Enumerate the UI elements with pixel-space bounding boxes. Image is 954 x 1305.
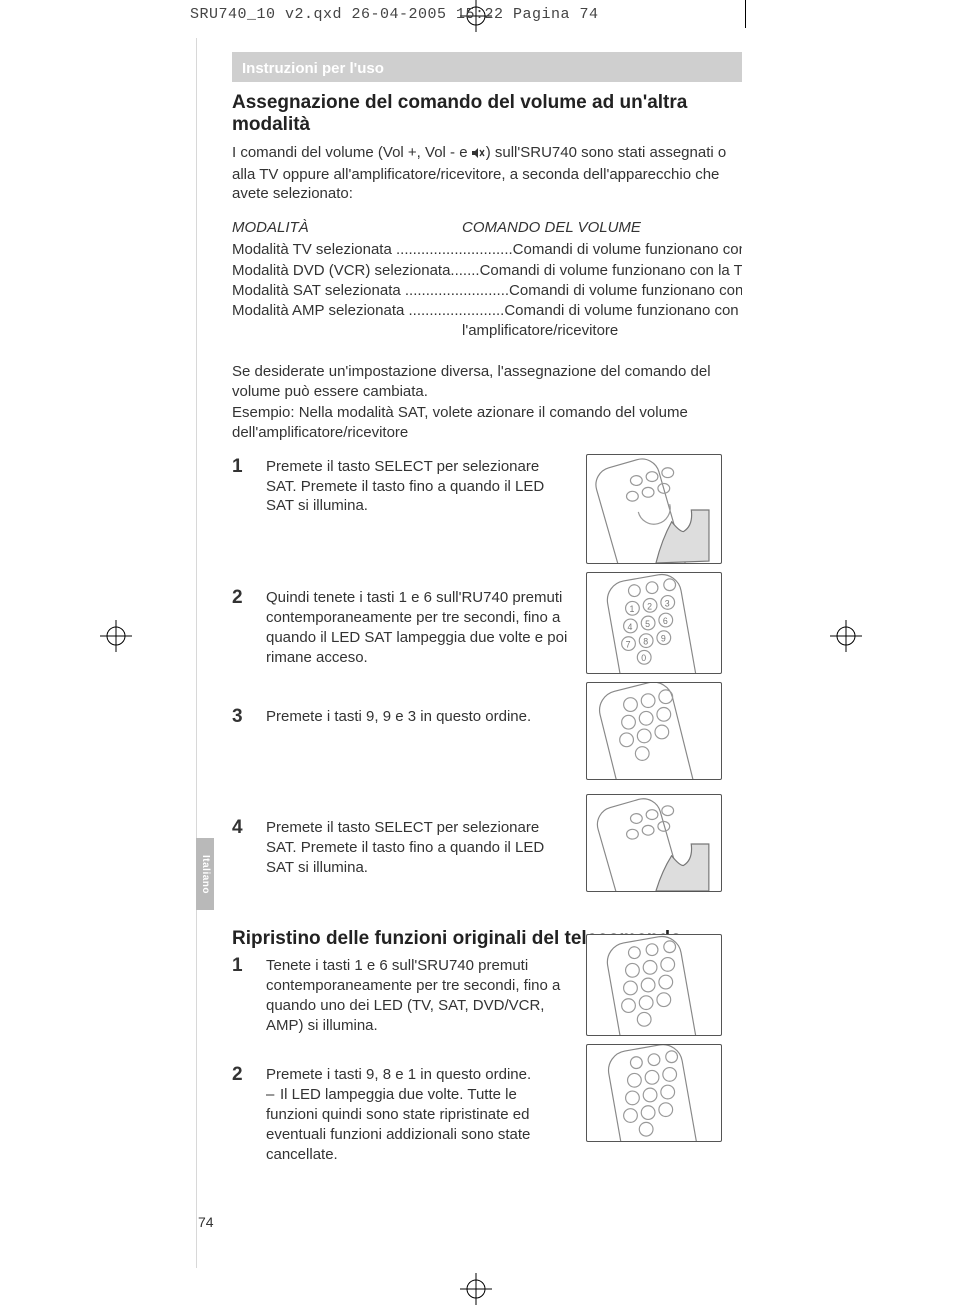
table-row: Modalità TV selezionata ................… — [232, 240, 742, 260]
step-text: Tenete i tasti 1 e 6 sull'SRU740 — [266, 957, 478, 974]
page-number: 74 — [198, 1214, 214, 1230]
mute-icon — [472, 145, 486, 165]
step-body: Quindi tenete i tasti 1 e 6 sull'RU740 p… — [266, 588, 584, 667]
svg-text:3: 3 — [665, 598, 670, 608]
svg-text:1: 1 — [629, 604, 634, 614]
table-head-command: COMANDO DEL VOLUME — [462, 218, 641, 238]
svg-text:8: 8 — [643, 637, 648, 647]
step-body: Premete i tasti 9, 8 e 1 in questo ordin… — [266, 1065, 584, 1164]
illustration-remote-hold-1-6-b — [586, 934, 722, 1036]
svg-text:0: 0 — [641, 653, 646, 663]
para-example: Esempio: Nella modalità SAT, volete azio… — [232, 403, 742, 443]
step-sub-text: Il LED lampeggia due volte. Tutte le fun… — [266, 1086, 530, 1162]
heading-volume-assignment: Assegnazione del comando del volume ad u… — [232, 92, 742, 137]
table-row-amp-continuation: l'amplificatore/ricevitore — [232, 321, 742, 341]
section-heading-text: Instruzioni per l'uso — [242, 60, 384, 77]
svg-text:6: 6 — [663, 616, 668, 626]
step-number: 1 — [232, 457, 266, 516]
mode-command-table: MODALITÀ COMANDO DEL VOLUME Modalità TV … — [232, 218, 742, 342]
illustration-remote-981 — [586, 1044, 722, 1142]
intro-text-before: I comandi del volume (Vol +, Vol - e — [232, 144, 472, 161]
illustration-remote-select — [586, 454, 722, 564]
svg-text:7: 7 — [626, 640, 631, 650]
section-heading-bar: Instruzioni per l'uso — [232, 52, 742, 82]
language-tab: Italiano — [196, 838, 214, 910]
file-meta-header: SRU740_10 v2.qxd 26-04-2005 15:22 Pagina… — [190, 6, 599, 23]
step-text: Premete i tasti 9, 8 e 1 in questo ordin… — [266, 1065, 572, 1085]
step-body: Tenete i tasti 1 e 6 sull'SRU740 premuti… — [266, 956, 584, 1035]
svg-text:2: 2 — [647, 601, 652, 611]
svg-text:9: 9 — [661, 634, 666, 644]
step-body: Premete i tasti 9, 9 e 3 in questo ordin… — [266, 707, 584, 728]
svg-text:4: 4 — [628, 622, 633, 632]
step-sub-bullet: –Il LED lampeggia due volte. Tutte le fu… — [266, 1085, 572, 1164]
inner-margin-line — [196, 38, 197, 1268]
step-text: Quindi tenete i tasti 1 e 6 sull'RU740 — [266, 589, 512, 606]
para-change-assignment: Se desiderate un'impostazione diversa, l… — [232, 362, 742, 402]
table-head-mode: MODALITÀ — [232, 218, 462, 238]
table-row: Modalità AMP selezionata ...............… — [232, 301, 742, 321]
illustration-remote-993 — [586, 682, 722, 780]
svg-text:5: 5 — [645, 619, 650, 629]
illustration-column: 1 2 3 4 5 6 7 8 9 0 — [586, 454, 722, 1150]
registration-mark-bottom — [460, 1273, 492, 1305]
illustration-remote-select-2 — [586, 794, 722, 892]
table-row: Modalità SAT selezionata ...............… — [232, 281, 742, 301]
step-number: 1 — [232, 956, 266, 1035]
illustration-remote-hold-1-6: 1 2 3 4 5 6 7 8 9 0 — [586, 572, 722, 674]
step-body: Premete il tasto SELECT per selezionare … — [266, 457, 584, 516]
intro-paragraph: I comandi del volume (Vol +, Vol - e ) s… — [232, 143, 742, 204]
table-row: Modalità DVD (VCR) selezionata.......Com… — [232, 261, 742, 281]
step-body: Premete il tasto SELECT per selezionare … — [266, 818, 584, 877]
registration-mark-left — [100, 620, 132, 652]
language-tab-label: Italiano — [200, 854, 211, 893]
step-number: 2 — [232, 588, 266, 667]
step-number: 4 — [232, 818, 266, 877]
crop-mark-top — [745, 0, 746, 28]
step-number: 3 — [232, 707, 266, 728]
step-number: 2 — [232, 1065, 266, 1164]
registration-mark-right — [830, 620, 862, 652]
